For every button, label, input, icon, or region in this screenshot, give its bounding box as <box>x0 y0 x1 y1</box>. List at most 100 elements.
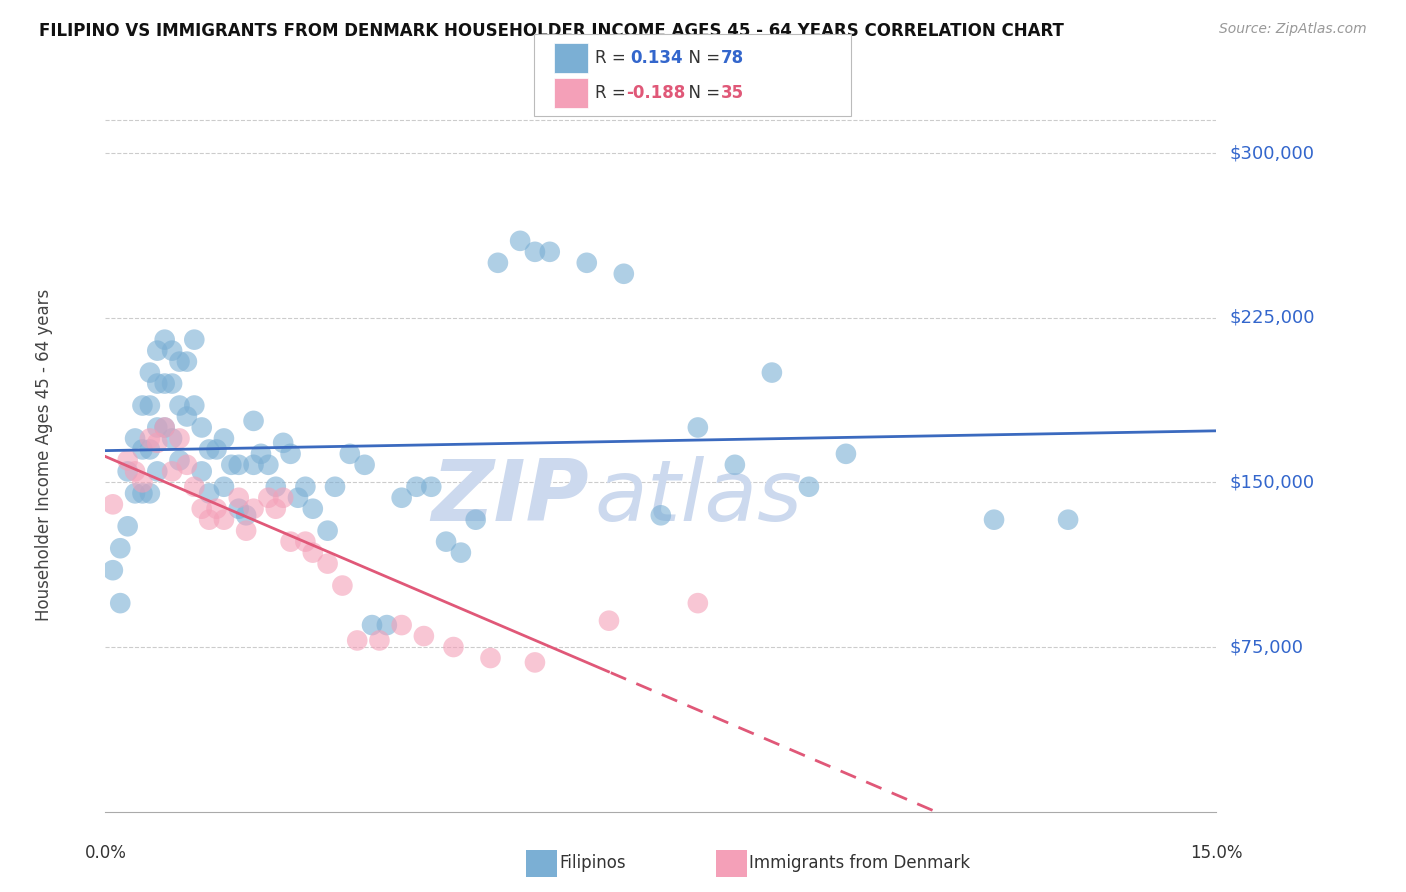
Point <box>316 557 339 571</box>
Point <box>190 420 212 434</box>
Point <box>250 447 273 461</box>
Point <box>598 614 620 628</box>
Point <box>124 464 146 478</box>
Point <box>686 596 709 610</box>
Point <box>443 640 465 654</box>
Point <box>361 618 384 632</box>
Point <box>221 458 243 472</box>
Point <box>131 442 153 457</box>
Point <box>117 453 139 467</box>
Point <box>169 432 191 446</box>
Point <box>139 486 162 500</box>
Point <box>339 447 361 461</box>
Text: FILIPINO VS IMMIGRANTS FROM DENMARK HOUSEHOLDER INCOME AGES 45 - 64 YEARS CORREL: FILIPINO VS IMMIGRANTS FROM DENMARK HOUS… <box>39 22 1064 40</box>
Point <box>190 501 212 516</box>
Text: 35: 35 <box>721 84 744 103</box>
Text: Immigrants from Denmark: Immigrants from Denmark <box>749 855 970 872</box>
Point <box>131 399 153 413</box>
Point <box>835 447 858 461</box>
Text: $75,000: $75,000 <box>1229 638 1303 656</box>
Point <box>146 435 169 450</box>
Point <box>509 234 531 248</box>
Point <box>139 442 162 457</box>
Text: 0.134: 0.134 <box>630 49 682 67</box>
Point <box>523 244 546 259</box>
Point <box>228 491 250 505</box>
Point <box>110 596 132 610</box>
Point <box>212 480 235 494</box>
Point <box>205 442 228 457</box>
Point <box>264 501 287 516</box>
Point <box>169 354 191 368</box>
Point <box>280 534 302 549</box>
Point <box>228 501 250 516</box>
Point <box>323 480 346 494</box>
Point <box>271 491 294 505</box>
Point <box>301 501 323 516</box>
Text: ZIP: ZIP <box>432 456 589 540</box>
Point <box>523 656 546 670</box>
Text: 78: 78 <box>721 49 744 67</box>
Point <box>160 343 183 358</box>
Point <box>153 333 176 347</box>
Point <box>117 519 139 533</box>
Point <box>538 244 561 259</box>
Point <box>391 491 413 505</box>
Point <box>198 442 221 457</box>
Text: 0.0%: 0.0% <box>84 844 127 862</box>
Point <box>242 458 264 472</box>
Point <box>271 435 294 450</box>
Point <box>264 480 287 494</box>
Point <box>176 458 198 472</box>
Point <box>420 480 443 494</box>
Point <box>139 399 162 413</box>
Point <box>101 563 124 577</box>
Point <box>486 256 509 270</box>
Text: Source: ZipAtlas.com: Source: ZipAtlas.com <box>1219 22 1367 37</box>
Text: N =: N = <box>678 49 725 67</box>
Point <box>375 618 398 632</box>
Text: -0.188: -0.188 <box>626 84 685 103</box>
Point <box>169 453 191 467</box>
Point <box>450 546 472 560</box>
Point <box>139 366 162 380</box>
Point <box>228 458 250 472</box>
Point <box>280 447 302 461</box>
Point <box>242 501 264 516</box>
Point <box>257 491 280 505</box>
Point <box>160 464 183 478</box>
Point <box>412 629 434 643</box>
Point <box>575 256 598 270</box>
Point <box>332 578 354 592</box>
Point <box>183 399 205 413</box>
Point <box>797 480 820 494</box>
Point <box>391 618 413 632</box>
Point <box>650 508 672 523</box>
Text: Householder Income Ages 45 - 64 years: Householder Income Ages 45 - 64 years <box>35 289 53 621</box>
Text: R =: R = <box>595 49 631 67</box>
Point <box>131 486 153 500</box>
Point <box>176 354 198 368</box>
Point <box>368 633 391 648</box>
Point <box>464 513 486 527</box>
Point <box>212 432 235 446</box>
Point <box>160 432 183 446</box>
Text: Filipinos: Filipinos <box>560 855 626 872</box>
Point <box>176 409 198 424</box>
Point <box>316 524 339 538</box>
Point <box>131 475 153 490</box>
Point <box>146 343 169 358</box>
Point <box>169 399 191 413</box>
Point <box>183 480 205 494</box>
Point <box>110 541 132 556</box>
Point <box>257 458 280 472</box>
Point <box>183 333 205 347</box>
Point <box>190 464 212 478</box>
Text: atlas: atlas <box>595 456 803 540</box>
Point <box>983 513 1005 527</box>
Point <box>212 513 235 527</box>
Point <box>146 464 169 478</box>
Point <box>405 480 427 494</box>
Point <box>287 491 309 505</box>
Point <box>346 633 368 648</box>
